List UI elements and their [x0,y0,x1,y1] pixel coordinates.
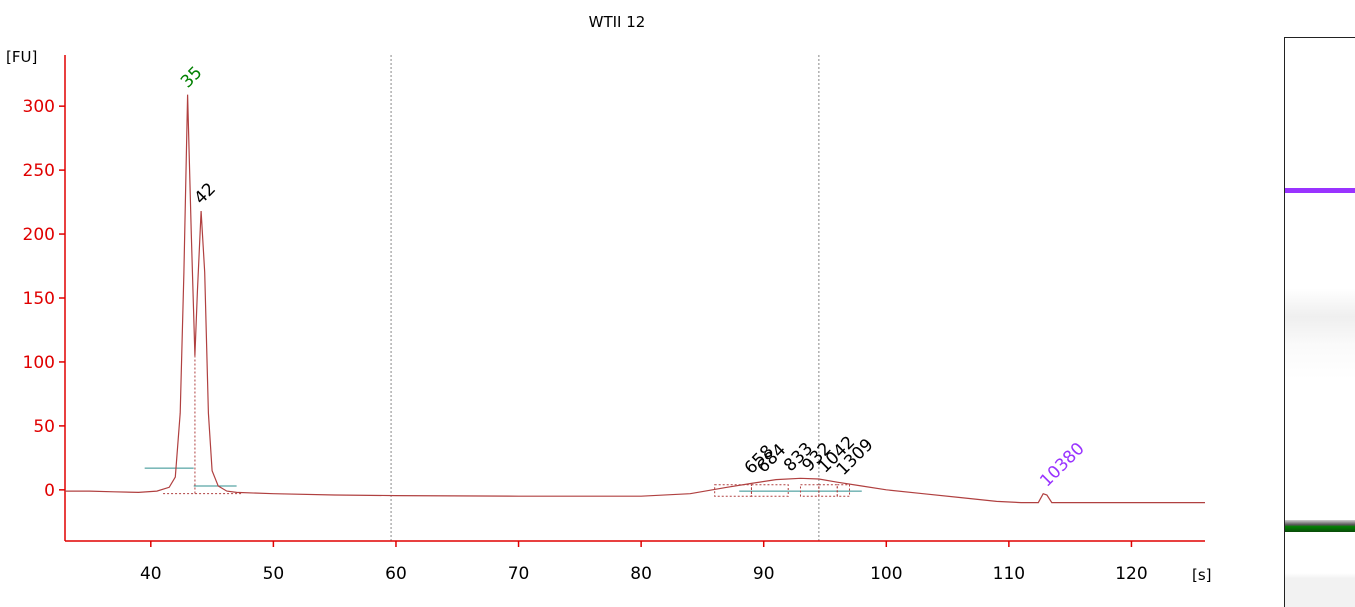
y-tick-label-150: 150 [23,289,55,309]
trace [65,94,1205,504]
x-tick-label-110: 110 [993,564,1025,584]
smear-region-1 [750,484,789,497]
x-tick-label-120: 120 [1115,564,1147,584]
x-tick-label-80: 80 [630,564,652,584]
peak-label-42: 42 [190,179,219,208]
y-tick-label-250: 250 [23,161,55,181]
x-axis-label: [s] [1192,566,1212,584]
gel-upper-marker-band [1285,187,1355,193]
trace-line-0 [65,94,1205,504]
y-tick-label-0: 0 [44,481,55,501]
gel-lower-marker-band [1285,519,1355,532]
electropherogram-chart: WTII 12 [FU] [s] 0 50 100 150 200 250 300 40 50 6… [6,13,1212,584]
gel-lane [1284,37,1355,607]
chart-title: WTII 12 [589,13,646,31]
baseline-segments [144,355,862,497]
x-tick-label-60: 60 [385,564,407,584]
x-tick-label-90: 90 [753,564,775,584]
x-tick-label-40: 40 [140,564,162,584]
cursor-lines [390,55,820,541]
y-tick-label-200: 200 [23,225,55,245]
y-tick-label-50: 50 [33,417,55,437]
y-tick-label-100: 100 [23,353,55,373]
x-tick-label-50: 50 [263,564,285,584]
x-tick-label-70: 70 [508,564,530,584]
smear-region-3 [818,484,838,497]
axes: 0 50 100 150 200 250 300 40 50 60 70 80 90 100 110 120 [23,55,1205,584]
y-tick-label-300: 300 [23,97,55,117]
x-tick-label-100: 100 [870,564,902,584]
smear-region-2 [799,484,820,497]
peak-label-35: 35 [177,63,206,92]
y-axis-label: [FU] [6,48,37,66]
peak-label-10380: 10380 [1036,439,1088,491]
smear-region-4 [836,484,851,497]
